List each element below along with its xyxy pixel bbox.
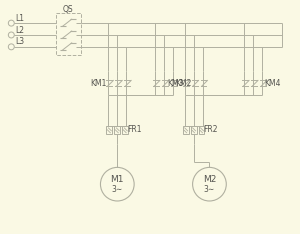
Text: KM2: KM2	[175, 79, 191, 88]
Text: 3∼: 3∼	[204, 185, 215, 194]
Text: FR1: FR1	[127, 125, 142, 134]
Bar	[106, 126, 112, 134]
Bar	[114, 126, 120, 134]
Text: 3∼: 3∼	[112, 185, 123, 194]
Bar	[183, 126, 189, 134]
Bar	[199, 126, 205, 134]
Text: L1: L1	[15, 14, 24, 23]
Text: L3: L3	[15, 37, 24, 46]
Text: L2: L2	[15, 26, 24, 35]
Text: M2: M2	[203, 175, 216, 184]
Bar	[190, 126, 196, 134]
Bar	[122, 126, 128, 134]
Text: QS: QS	[63, 5, 74, 14]
Text: FR2: FR2	[203, 125, 218, 134]
Text: KM3: KM3	[167, 79, 183, 88]
Bar	[56, 13, 81, 55]
Text: KM1: KM1	[91, 79, 107, 88]
Text: KM4: KM4	[264, 79, 280, 88]
Text: M1: M1	[111, 175, 124, 184]
